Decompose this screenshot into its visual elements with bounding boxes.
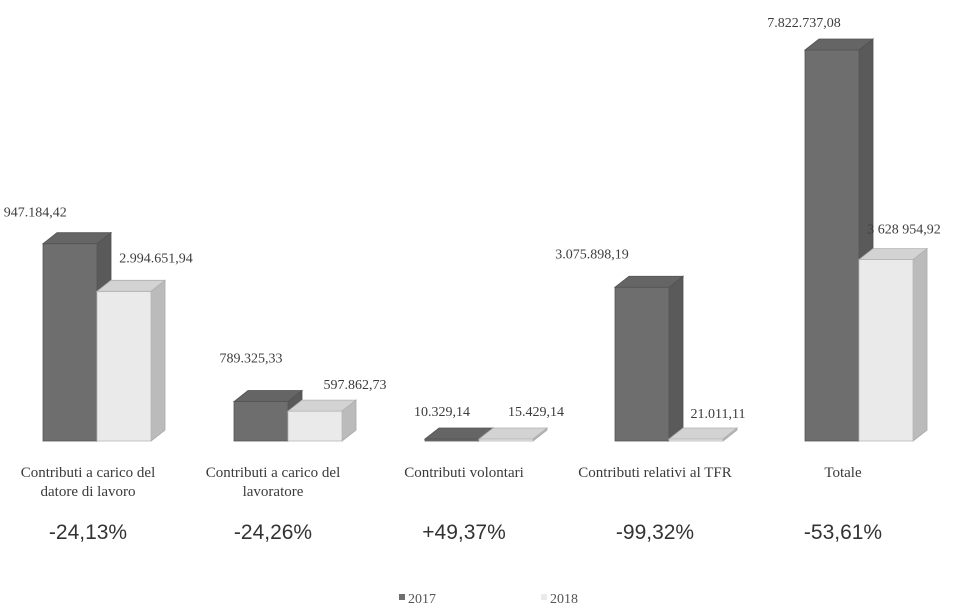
percent-change-label-1: -24,26% — [234, 521, 312, 544]
bar-top-2018-4 — [857, 248, 929, 261]
bar-top-2018-0 — [95, 279, 167, 292]
legend-swatch-2018 — [541, 594, 547, 600]
percent-change-label-4: -53,61% — [804, 521, 882, 544]
bar-2017-4 — [804, 49, 860, 442]
percent-change-label-3: -99,32% — [616, 521, 694, 544]
value-label-2017-1: 789.325,33 — [220, 352, 283, 367]
bar-2018-1 — [287, 410, 343, 442]
category-label-4: Totale — [824, 465, 862, 481]
percent-change-label-2: +49,37% — [422, 521, 506, 544]
bar-side-2018-4 — [912, 247, 928, 442]
bar-2018-4 — [858, 259, 914, 442]
category-label-2: Contributi volontari — [404, 465, 524, 481]
value-label-2018-3: 21.011,11 — [691, 407, 746, 422]
bar-side-2018-0 — [150, 279, 166, 442]
value-label-2018-0: 2.994.651,94 — [119, 251, 193, 266]
legend-label-2017: 2017 — [408, 592, 436, 607]
bar-top-2018-2 — [477, 427, 549, 440]
bar-2017-0 — [42, 243, 98, 442]
category-label-0: Contributi a carico del datore di lavoro — [21, 465, 156, 500]
category-labels-layer: Contributi a carico del datore di lavoro C… — [21, 465, 862, 500]
bar-2018-0 — [96, 290, 152, 442]
bar-top-2017-4 — [803, 38, 875, 51]
legend-label-2018: 2018 — [550, 592, 578, 607]
value-label-2017-0: 3 947.184,42 — [0, 206, 67, 221]
value-label-2018-1: 597.862,73 — [324, 378, 387, 393]
bar-2017-3 — [614, 286, 670, 442]
legend-swatch-2017 — [399, 594, 405, 600]
value-labels-layer: 3 947.184,42 2.994.651,94 789.325,33 597.86… — [0, 16, 941, 422]
bar-top-2017-1 — [232, 390, 304, 402]
percent-change-labels-layer: -24,13% -24,26% +49,37% -99,32% -53,61% — [49, 521, 882, 544]
bar-top-2017-3 — [613, 275, 685, 288]
category-label-1: Contributi a carico del lavoratore — [206, 465, 341, 500]
value-label-2017-2: 10.329,14 — [414, 405, 470, 420]
category-label-3: Contributi relativi al TFR — [578, 465, 731, 481]
bar-top-2018-1 — [286, 399, 358, 412]
bar-side-2017-3 — [668, 275, 684, 442]
bar-2017-1 — [233, 401, 289, 442]
legend: 2017 2018 — [399, 592, 578, 607]
percent-change-label-0: -24,13% — [49, 521, 127, 544]
value-label-2017-4: 7.822.737,08 — [767, 16, 841, 31]
bars-layer — [41, 38, 929, 442]
value-label-2017-3: 3.075.898,19 — [555, 247, 629, 262]
bar-top-2017-0 — [41, 232, 113, 245]
bar-top-2018-3 — [667, 427, 739, 440]
value-label-2018-2: 15.429,14 — [508, 405, 564, 420]
value-label-2018-4: 3 628 954,92 — [867, 223, 941, 238]
